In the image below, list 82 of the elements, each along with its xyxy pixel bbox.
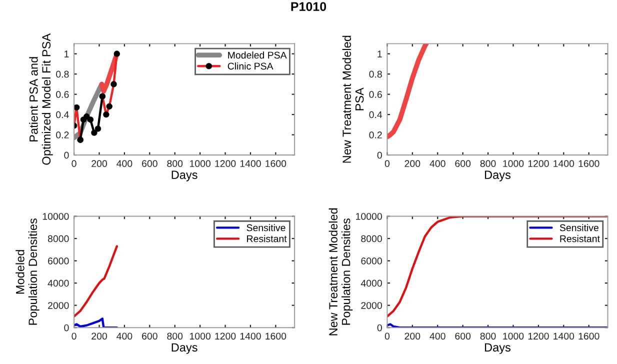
chart-title: P1010 bbox=[291, 2, 326, 11]
x-tick-label: 1200 bbox=[215, 160, 236, 168]
y-tick-label: 0 bbox=[64, 324, 69, 332]
legend-label: Clinic PSA bbox=[228, 62, 274, 70]
y-tick-label: 2000 bbox=[361, 302, 382, 309]
x-tick-label: 1000 bbox=[503, 332, 524, 340]
y-tick-label: 1 bbox=[378, 50, 382, 58]
line-series bbox=[74, 318, 118, 328]
x-tick-label: 800 bbox=[167, 332, 183, 340]
y-tick-label: 0.4 bbox=[369, 111, 382, 118]
x-tick-label: 0 bbox=[384, 332, 390, 340]
legend-label: Sensitive bbox=[246, 224, 286, 232]
x-tick-label: 200 bbox=[404, 332, 420, 340]
x-tick-label: 600 bbox=[455, 332, 471, 340]
x-tick-label: 0 bbox=[384, 160, 390, 168]
y-tick-label: 0.2 bbox=[369, 132, 382, 138]
x-tick-label: 0 bbox=[72, 160, 76, 168]
x-tick-label: 1000 bbox=[190, 160, 210, 168]
y-axis-title: Patient PSA and Optimized Model Fit PSA bbox=[29, 33, 53, 165]
y-tick-label: 0.2 bbox=[56, 132, 69, 138]
x-axis-title: Days bbox=[172, 343, 198, 354]
legend-label: Resistant bbox=[247, 235, 287, 242]
x-tick-label: 600 bbox=[142, 332, 158, 340]
y-tick-label: 4000 bbox=[48, 280, 69, 287]
x-tick-label: 1400 bbox=[240, 160, 261, 168]
x-tick-label: 1200 bbox=[528, 160, 549, 168]
x-tick-label: 600 bbox=[142, 160, 158, 168]
y-tick-label: 0 bbox=[64, 152, 69, 159]
y-axis-title: Modeled Population Densities bbox=[16, 218, 40, 325]
y-tick-label: 0.6 bbox=[369, 91, 382, 98]
x-tick-label: 400 bbox=[116, 160, 132, 168]
point bbox=[87, 116, 94, 123]
point bbox=[94, 126, 102, 132]
x-tick-label: 800 bbox=[480, 160, 496, 168]
x-axis-title: Days bbox=[172, 170, 198, 182]
x-tick-label: 600 bbox=[455, 160, 471, 168]
y-tick-label: 0 bbox=[377, 324, 382, 332]
x-tick-label: 0 bbox=[72, 332, 76, 340]
x-tick-label: 1600 bbox=[578, 160, 600, 168]
x-tick-label: 800 bbox=[480, 332, 496, 340]
y-axis-title: New Treatment Modeled PSA bbox=[342, 36, 364, 163]
legend-label: Modeled PSA bbox=[228, 51, 287, 59]
y-tick-label: 1 bbox=[64, 50, 69, 58]
y-tick-label: 6000 bbox=[361, 258, 382, 264]
y-tick-label: 2000 bbox=[48, 302, 69, 309]
x-tick-label: 400 bbox=[430, 332, 446, 340]
x-tick-label: 1400 bbox=[554, 332, 574, 340]
x-tick-label: 1000 bbox=[503, 160, 524, 168]
legend-label: Resistant bbox=[560, 235, 600, 242]
y-tick-label: 10000 bbox=[356, 212, 382, 220]
x-tick-label: 1600 bbox=[266, 332, 286, 340]
x-tick-label: 1200 bbox=[528, 332, 549, 340]
x-axis-title: Days bbox=[484, 170, 510, 182]
y-tick-label: 8000 bbox=[48, 235, 69, 242]
x-tick-label: 200 bbox=[92, 160, 107, 168]
x-tick-label: 200 bbox=[92, 332, 107, 340]
y-tick-label: 0.6 bbox=[56, 91, 69, 98]
x-tick-label: 800 bbox=[167, 160, 183, 168]
x-tick-label: 1600 bbox=[266, 160, 286, 168]
y-tick-label: 6000 bbox=[48, 258, 69, 264]
x-tick-label: 400 bbox=[116, 332, 132, 340]
y-tick-label: 4000 bbox=[360, 280, 382, 287]
x-tick-label: 1000 bbox=[190, 332, 210, 340]
x-tick-label: 1400 bbox=[240, 332, 261, 340]
y-tick-label: 0.8 bbox=[56, 70, 69, 78]
legend-label: Sensitive bbox=[560, 224, 598, 232]
x-tick-label: 1200 bbox=[215, 332, 236, 340]
point bbox=[91, 130, 98, 136]
line-series bbox=[387, 44, 429, 140]
line-series bbox=[74, 245, 118, 318]
point bbox=[84, 113, 90, 120]
y-tick-label: 0 bbox=[377, 152, 382, 159]
x-tick-label: 200 bbox=[404, 160, 420, 168]
x-tick-label: 1600 bbox=[578, 332, 600, 340]
y-tick-label: 0.8 bbox=[369, 70, 382, 78]
y-tick-label: 0.4 bbox=[56, 111, 69, 118]
y-axis-title: New Treatment Modeled Population Densities bbox=[328, 208, 353, 336]
x-axis-title: Days bbox=[484, 343, 510, 354]
x-tick-label: 400 bbox=[430, 160, 446, 168]
x-tick-label: 1400 bbox=[554, 160, 574, 168]
y-tick-label: 8000 bbox=[361, 235, 382, 242]
y-tick-label: 10000 bbox=[42, 212, 69, 220]
